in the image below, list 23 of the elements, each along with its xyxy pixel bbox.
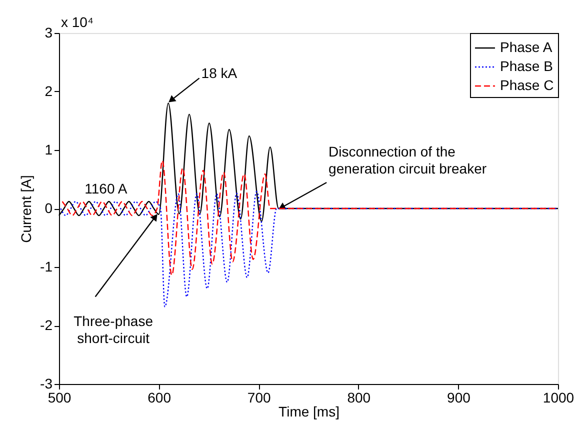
x-tick-label: 800 [347, 390, 371, 406]
legend-label: Phase B [500, 58, 553, 74]
annotation: 1160 A [84, 180, 128, 196]
y-tick-label: -2 [40, 317, 53, 333]
x-tick-label: 900 [447, 390, 471, 406]
x-tick-label: 700 [247, 390, 271, 406]
y-tick-label: 3 [44, 24, 53, 40]
annotation: Disconnection of the generation circuit breaker [328, 144, 487, 176]
y-tick-label: 1 [44, 142, 53, 158]
y-tick-label: -1 [40, 258, 53, 274]
x-tick-label: 1000 [542, 390, 574, 406]
legend-label: Phase C [500, 77, 554, 93]
y-tick-label: -3 [40, 376, 53, 392]
annotation: 18 kA [201, 65, 238, 82]
x-axis-title: Time [ms] [278, 404, 340, 420]
y-tick-label: 2 [44, 83, 53, 99]
y-axis-title: Current [A] [18, 175, 34, 243]
legend-label: Phase A [500, 39, 553, 55]
y-tick-label: 0 [44, 200, 53, 216]
text: x 10⁴ [61, 14, 94, 30]
x-tick-label: 600 [148, 390, 172, 406]
x-tick-label: 500 [48, 390, 72, 406]
annotation: Three-phase short-circuit [74, 312, 154, 346]
